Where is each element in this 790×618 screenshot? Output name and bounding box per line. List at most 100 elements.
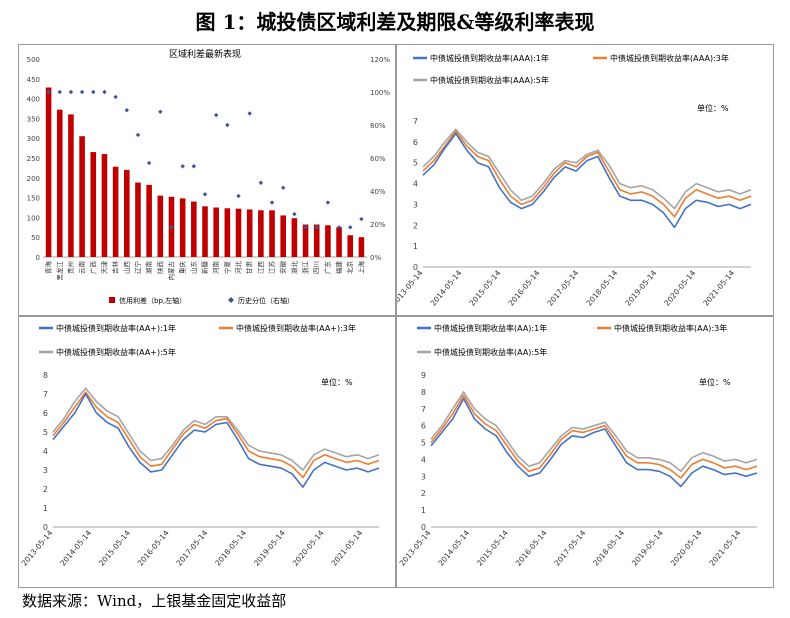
y-left-tick-label: 450: [27, 76, 40, 84]
dot-percentile: [303, 225, 308, 230]
dot-percentile: [292, 211, 297, 217]
legend-label: 中债城投债到期收益率(AAA):3年: [610, 53, 729, 63]
bar-spread: [325, 225, 331, 257]
dot-percentile: [191, 164, 197, 169]
legend-label: 中债城投债到期收益率(AA+):5年: [56, 347, 176, 357]
dot-percentile: [202, 192, 208, 197]
y-left-tick-label: 400: [27, 96, 40, 104]
y-left-tick-label: 300: [27, 135, 40, 143]
x-tick-label: 2014-05-14: [429, 268, 464, 307]
category-label: 贵州: [66, 261, 75, 274]
y-tick-label: 3: [421, 472, 426, 481]
x-tick-label: 2013-05-14: [398, 528, 433, 567]
aa-yield-chart: 中债城投债到期收益率(AA):1年 中债城投债到期收益率(AA):3年 中债城投债到…: [396, 316, 774, 588]
bar-spread: [101, 154, 108, 257]
y-tick-label: 3: [43, 466, 48, 475]
dot-percentile: [91, 89, 96, 95]
y-left-tick-label: 200: [27, 175, 40, 183]
x-tick-label: 2017-05-14: [553, 528, 588, 567]
bar-spread: [224, 208, 231, 257]
series-line: [430, 391, 758, 473]
dot-percentile: [169, 225, 174, 230]
bar-spread: [56, 109, 63, 257]
data-source-note: 数据来源：Wind，上银基金固定收益部: [22, 592, 287, 610]
x-tick-label: 2014-05-14: [58, 528, 93, 567]
x-tick-label: 2021-05-14: [329, 528, 364, 567]
unit-annotation: 单位：%: [697, 103, 729, 113]
legend-label-bar: 信用利差（bp,左轴）: [119, 296, 186, 305]
bar-spread: [179, 198, 186, 257]
y-tick-label: 1: [43, 504, 48, 513]
dot-percentile: [269, 200, 275, 205]
category-label: 天津: [100, 261, 108, 275]
x-tick-label: 2016-05-14: [136, 528, 171, 567]
dot-percentile: [158, 109, 163, 114]
regional-spread-svg: 区域利差最新表现 0 50 100 150 200 250 300 350 400 450 500 0%…: [27, 48, 391, 305]
legend-label: 中债城投债到期收益率(AA+):1年: [56, 323, 176, 333]
category-label: 湖北: [289, 261, 298, 275]
category-label: 湖南: [144, 261, 153, 275]
regional-spread-chart: 区域利差最新表现 0 50 100 150 200 250 300 350 400 450 500 0%…: [18, 44, 396, 316]
bar-spread: [68, 114, 74, 257]
y-tick-label: 8: [43, 371, 48, 380]
series-line: [422, 132, 752, 229]
y-left-tick-label: 500: [27, 56, 40, 64]
bar-spread: [313, 224, 320, 257]
x-tick-label: 2019-05-14: [630, 528, 665, 567]
y-right-tick-label: 0%: [370, 254, 381, 262]
x-tick-label: 2015-05-14: [97, 528, 132, 567]
bar-spread: [202, 206, 208, 257]
bar-spread: [358, 237, 365, 257]
y-tick-label: 7: [43, 390, 48, 399]
chart-title: 区域利差最新表现: [169, 48, 241, 60]
dot-percentile: [135, 132, 141, 138]
legend-label: 中债城投债到期收益率(AAA):1年: [430, 53, 549, 63]
bar-spread: [124, 169, 130, 257]
bar-spread: [336, 227, 342, 257]
x-tick-label: 2021-05-14: [707, 528, 742, 567]
category-label: 青海: [44, 261, 53, 275]
aa-plus-yield-chart: 中债城投债到期收益率(AA+):1年 中债城投债到期收益率(AA+):3年 中债城投…: [18, 316, 396, 588]
x-tick-label: 2019-05-14: [623, 268, 658, 307]
dot-percentile: [113, 94, 118, 100]
series-line: [52, 391, 380, 479]
dot-percentile: [213, 112, 219, 118]
bar-spread: [347, 235, 354, 257]
bar-spread: [235, 208, 242, 257]
category-label: 辽宁: [133, 261, 142, 275]
series-line: [430, 394, 758, 479]
legend-label: 中债城投债到期收益率(AA):5年: [434, 347, 547, 357]
series-line: [52, 387, 380, 471]
x-tick-label: 2014-05-14: [436, 528, 471, 567]
y-tick-label: 5: [43, 428, 48, 437]
bar-spread: [213, 207, 219, 257]
y-tick-label: 0: [421, 523, 426, 532]
category-label: 内蒙古: [166, 261, 175, 281]
dot-percentile: [180, 164, 185, 169]
y-tick-label: 4: [43, 447, 48, 456]
y-left-tick-label: 50: [31, 234, 40, 242]
y-left-tick-label: 0: [36, 254, 40, 262]
bar-spread: [302, 224, 309, 257]
y-tick-label: 1: [413, 242, 418, 251]
dot-percentile: [225, 122, 230, 128]
dot-percentile: [57, 89, 62, 95]
y-left-tick-label: 250: [27, 155, 40, 163]
y-tick-label: 4: [421, 455, 426, 464]
bar-spread: [135, 182, 141, 257]
x-tick-label: 2013-05-14: [20, 528, 55, 567]
aa-yield-svg: 中债城投债到期收益率(AA):1年 中债城投债到期收益率(AA):3年中债城投债到…: [398, 323, 758, 568]
y-right-tick-label: 40%: [370, 188, 386, 196]
bar-spread: [146, 184, 152, 257]
category-label: 广东: [323, 261, 332, 275]
y-tick-label: 8: [421, 388, 426, 397]
bar-spread: [269, 210, 275, 257]
category-label: 吉林: [111, 261, 120, 275]
legend-label: 中债城投债到期收益率(AA):3年: [614, 323, 727, 333]
x-tick-label: 2019-05-14: [252, 528, 287, 567]
unit-annotation: 单位：%: [699, 377, 731, 387]
y-tick-label: 7: [421, 405, 426, 414]
y-right-tick-label: 100%: [370, 89, 390, 97]
y-tick-label: 4: [413, 180, 418, 189]
dot-percentile: [102, 89, 107, 95]
